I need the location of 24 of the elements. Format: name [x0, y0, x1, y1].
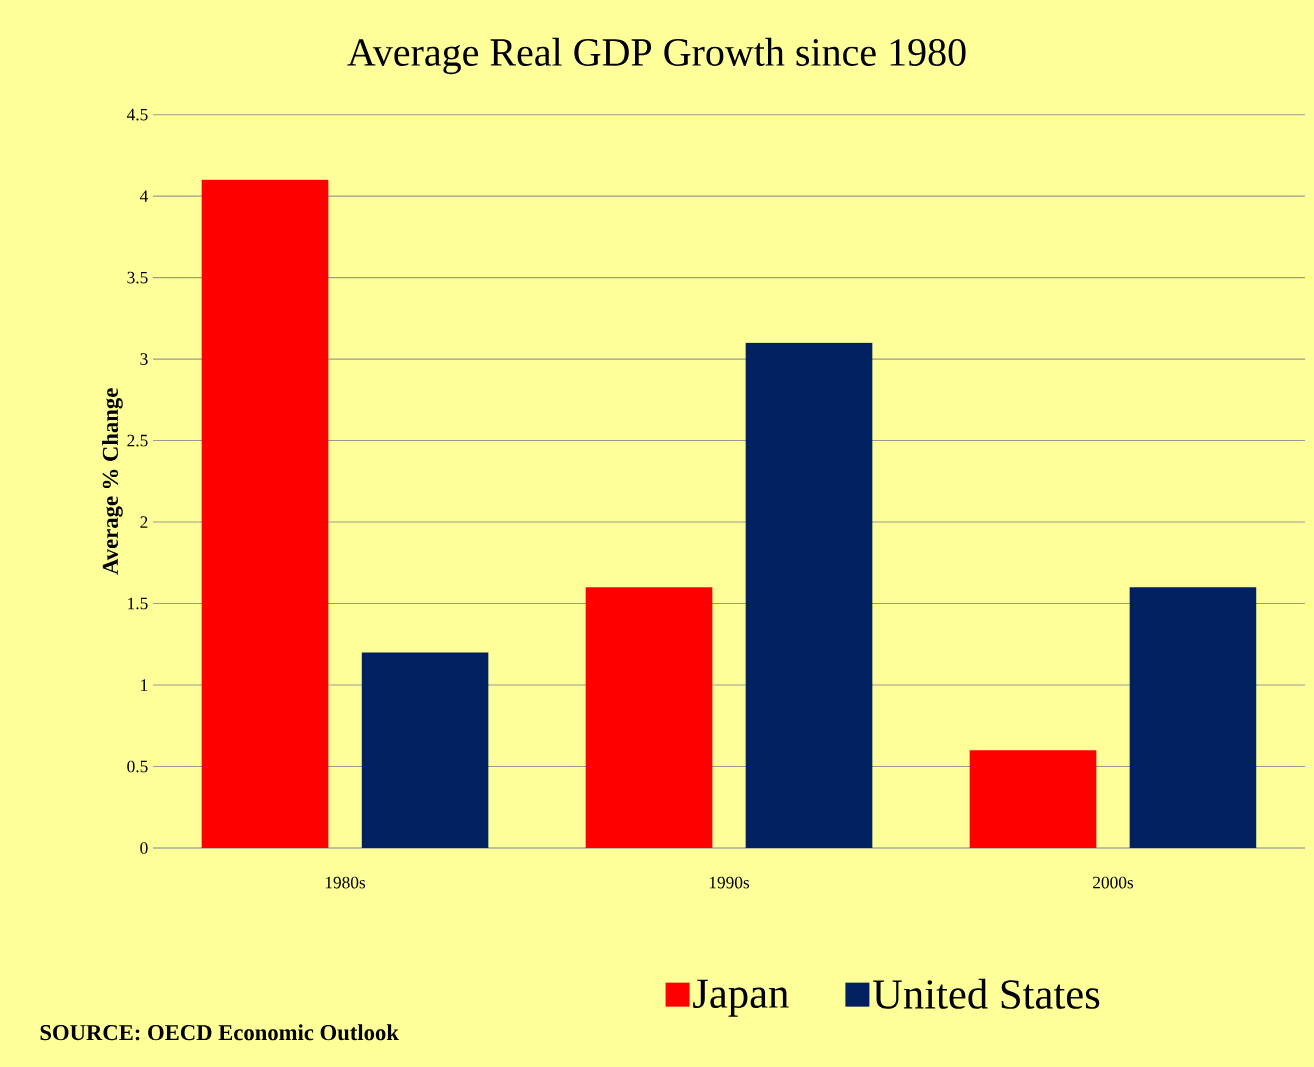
y-tick-label: 4 [139, 190, 149, 202]
x-tick-label: 1980s [325, 876, 366, 889]
bar [585, 587, 713, 848]
bar [201, 179, 329, 848]
y-tick-label: 2 [140, 516, 148, 528]
source-note: SOURCE: OECD Economic Outlook [40, 1024, 399, 1041]
y-tick-label: 0.5 [127, 760, 148, 773]
chart-title: Average Real GDP Growth since 1980 [347, 37, 966, 75]
y-tick-label: 3.5 [127, 271, 148, 284]
x-tick-label: 1990s [709, 876, 750, 889]
y-tick-label: 0 [140, 842, 148, 854]
y-tick-label: 1 [141, 679, 148, 691]
y-tick-label: 2.5 [127, 434, 148, 447]
bar [745, 342, 873, 848]
x-tick-label: 2000s [1093, 876, 1134, 889]
legend-label: United States [872, 978, 1100, 1009]
y-tick-label: 4.5 [126, 108, 148, 121]
legend-label: Japan [693, 979, 789, 1017]
bar [969, 750, 1097, 848]
y-tick-label: 1.5 [128, 597, 148, 610]
y-axis-title: Average % Change [102, 388, 123, 575]
bar [1129, 587, 1257, 848]
y-tick-label: 3 [140, 353, 148, 365]
bar [361, 652, 489, 848]
